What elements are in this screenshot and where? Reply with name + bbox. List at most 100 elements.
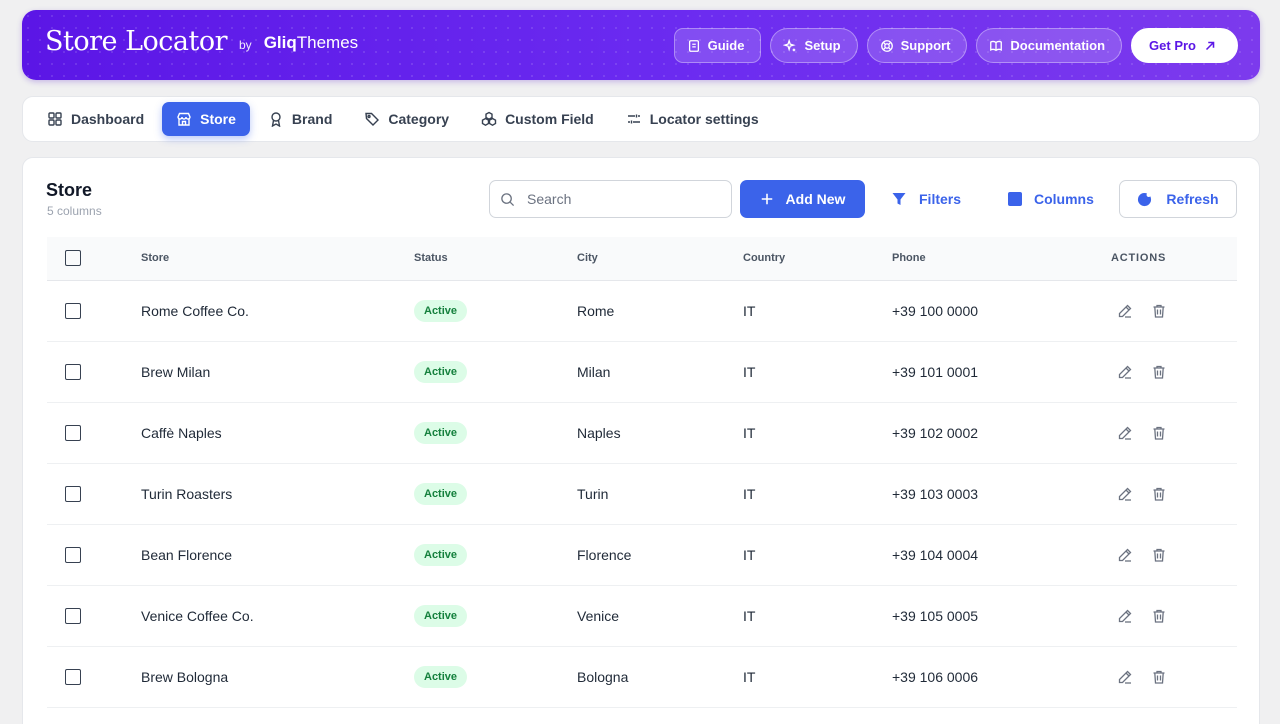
main-nav: Dashboard Store Brand Category Custom Fi… [22,96,1260,142]
by-label: by [239,37,252,52]
columns-button[interactable]: Columns [1008,180,1094,218]
phone: +39 105 0005 [892,607,979,624]
grid-icon [48,112,62,126]
country: IT [743,668,756,685]
delete-icon[interactable] [1151,364,1167,380]
country: IT [743,302,756,319]
delete-icon[interactable] [1151,608,1167,624]
select-all-checkbox[interactable] [65,250,81,267]
get-pro-label: Get Pro [1149,38,1196,53]
column-header-phone[interactable]: Phone [892,237,1111,281]
tab-custom-field-label: Custom Field [505,111,594,127]
row-checkbox[interactable] [65,608,81,625]
row-actions [1111,669,1237,685]
table-row: Caffè Naples Active Naples IT +39 102 0002 [47,402,1237,463]
status-badge: Active [414,360,468,383]
arrow-up-right-icon [1205,41,1215,50]
documentation-button[interactable]: Documentation [976,28,1123,63]
delete-icon[interactable] [1151,425,1167,441]
documentation-label: Documentation [1010,38,1106,53]
phone: +39 101 0001 [892,363,979,380]
plus-icon [761,193,772,205]
table-row: Brew Milan Active Milan IT +39 101 0001 [47,341,1237,402]
table-row: Rome Coffee Co. Active Rome IT +39 100 0000 [47,280,1237,341]
edit-icon[interactable] [1117,669,1133,685]
edit-icon[interactable] [1117,486,1133,502]
search-input[interactable] [527,191,707,207]
row-checkbox[interactable] [65,547,81,564]
company-logo: Gliq Themes [264,33,358,53]
status-badge: Active [414,604,468,627]
column-header-store[interactable]: Store [141,237,414,281]
tab-brand[interactable]: Brand [254,102,346,136]
country: IT [743,546,756,563]
city: Florence [577,546,632,563]
refresh-icon [1138,192,1152,206]
column-header-status[interactable]: Status [414,237,577,281]
tab-dashboard[interactable]: Dashboard [33,102,158,136]
edit-icon[interactable] [1117,547,1133,563]
row-checkbox[interactable] [65,425,81,442]
open-book-icon [990,40,1003,51]
city: Naples [577,424,621,441]
tab-category[interactable]: Category [350,102,463,136]
filter-icon [892,193,906,205]
filters-button[interactable]: Filters [891,180,961,218]
row-checkbox[interactable] [65,669,81,686]
page-title: Store [46,180,93,200]
table-header-row: Store Status City Country Phone ACTIONS [47,237,1237,281]
refresh-button[interactable]: Refresh [1119,180,1237,218]
edit-icon[interactable] [1117,425,1133,441]
tab-category-label: Category [388,111,450,127]
edit-icon[interactable] [1117,608,1133,624]
column-header-city[interactable]: City [577,237,743,281]
phone: +39 100 0000 [892,302,979,319]
tab-locator-settings[interactable]: Locator settings [612,102,773,136]
store-name: Rome Coffee Co. [141,302,249,319]
country: IT [743,424,756,441]
tab-store-label: Store [200,111,236,127]
cubes-icon [481,111,497,127]
guide-button[interactable]: Guide [673,28,762,63]
row-actions [1111,364,1237,380]
row-actions [1111,303,1237,319]
row-checkbox[interactable] [65,486,81,503]
get-pro-button[interactable]: Get Pro [1131,28,1238,63]
row-checkbox[interactable] [65,303,81,320]
tab-store[interactable]: Store [162,102,250,136]
row-checkbox[interactable] [65,364,81,381]
delete-icon[interactable] [1151,486,1167,502]
store-name: Brew Milan [141,363,211,380]
store-card: Store 5 columns Add New Filters Columns … [22,157,1260,724]
filters-label: Filters [919,191,962,207]
column-header-country[interactable]: Country [743,237,892,281]
delete-icon[interactable] [1151,547,1167,563]
delete-icon[interactable] [1151,669,1167,685]
store-name: Brew Bologna [141,668,229,685]
country: IT [743,363,756,380]
row-actions [1111,486,1237,502]
phone: +39 103 0003 [892,485,979,502]
search-icon [501,192,515,206]
support-label: Support [900,38,951,53]
city: Bologna [577,668,629,685]
status-badge: Active [414,482,468,505]
tab-custom-field[interactable]: Custom Field [467,102,608,136]
status-badge: Active [414,421,468,444]
support-button[interactable]: Support [866,28,968,63]
add-new-button[interactable]: Add New [740,180,865,218]
table-row: Turin Roasters Active Turin IT +39 103 0003 [47,463,1237,524]
store-name: Bean Florence [141,546,233,563]
columns-icon [1008,192,1022,206]
book-icon [688,39,699,52]
stores-table: Store Status City Country Phone ACTIONS … [47,237,1237,708]
tab-locator-settings-label: Locator settings [649,111,759,127]
delete-icon[interactable] [1151,303,1167,319]
country: IT [743,485,756,502]
setup-button[interactable]: Setup [770,28,858,63]
table-row: Bean Florence Active Florence IT +39 104 000… [47,524,1237,585]
columns-label: Columns [1034,191,1094,207]
edit-icon[interactable] [1117,364,1133,380]
edit-icon[interactable] [1117,303,1133,319]
lifebuoy-icon [880,39,893,52]
